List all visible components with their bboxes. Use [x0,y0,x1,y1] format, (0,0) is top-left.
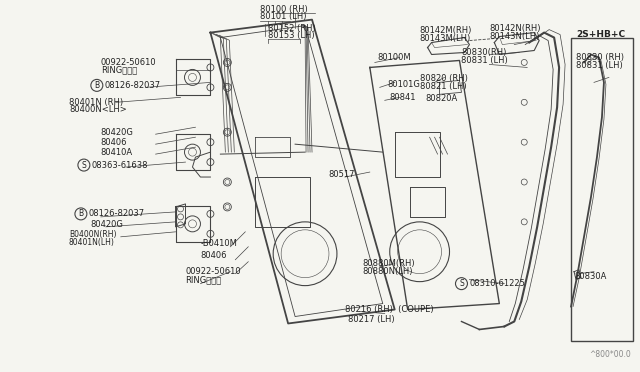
Text: 08126-82037: 08126-82037 [89,209,145,218]
Text: 80831 (LH): 80831 (LH) [461,56,508,65]
Text: 80217 (LH): 80217 (LH) [348,315,394,324]
Text: B: B [78,209,83,218]
Text: 80153 (LH): 80153 (LH) [268,31,315,40]
Text: 08363-61638: 08363-61638 [92,161,148,170]
Text: ^800*00.0: ^800*00.0 [589,350,631,359]
FancyBboxPatch shape [571,38,633,341]
Text: 80152 (RH): 80152 (RH) [268,24,316,33]
Text: 00922-50610: 00922-50610 [101,58,156,67]
Text: 80406: 80406 [200,251,227,260]
Text: B0400N(RH): B0400N(RH) [69,230,116,239]
Text: 80841: 80841 [390,93,416,102]
Text: 00922-50610: 00922-50610 [186,267,241,276]
Text: 80820A: 80820A [426,94,458,103]
Text: 80831 (LH): 80831 (LH) [576,61,623,70]
Text: 80142M(RH): 80142M(RH) [420,26,472,35]
Text: 80100M: 80100M [378,53,412,62]
Text: 80143N(LH): 80143N(LH) [490,32,540,41]
Text: RINGリング: RINGリング [186,275,221,284]
Text: 80880M(RH): 80880M(RH) [363,259,415,268]
Text: 80830 (RH): 80830 (RH) [576,53,624,62]
Text: 80142N(RH): 80142N(RH) [490,24,541,33]
Text: 80830(RH): 80830(RH) [461,48,507,57]
Text: 80406: 80406 [101,138,127,147]
Text: 80400N<LH>: 80400N<LH> [69,105,127,114]
Text: B: B [94,81,99,90]
Text: 80420G: 80420G [91,220,124,230]
Text: -B0410M: -B0410M [200,239,237,248]
Text: S: S [81,161,86,170]
Text: S: S [459,279,464,288]
Text: 80216 (RH)  (COUPE): 80216 (RH) (COUPE) [345,305,433,314]
Text: 80880N(LH): 80880N(LH) [363,267,413,276]
Text: 80100 (RH): 80100 (RH) [260,5,308,14]
Text: 80410A: 80410A [101,148,133,157]
Text: 08126-82037: 08126-82037 [105,81,161,90]
Text: RINGリング: RINGリング [101,65,137,74]
Text: 80101 (LH): 80101 (LH) [260,12,307,21]
Text: 2S+HB+C: 2S+HB+C [576,30,625,39]
Text: 80101G: 80101G [388,80,420,89]
Text: 80401N (RH): 80401N (RH) [69,98,123,107]
Text: 80401N(LH): 80401N(LH) [69,238,115,247]
Text: 08310-61225: 08310-61225 [469,279,525,288]
Text: 80830A: 80830A [574,272,607,281]
Text: 80820 (RH): 80820 (RH) [420,74,467,83]
Text: 80420G: 80420G [101,128,134,137]
Text: 80821 (LH): 80821 (LH) [420,82,467,91]
Text: 80517: 80517 [328,170,355,179]
Text: 80143M(LH): 80143M(LH) [420,34,471,43]
